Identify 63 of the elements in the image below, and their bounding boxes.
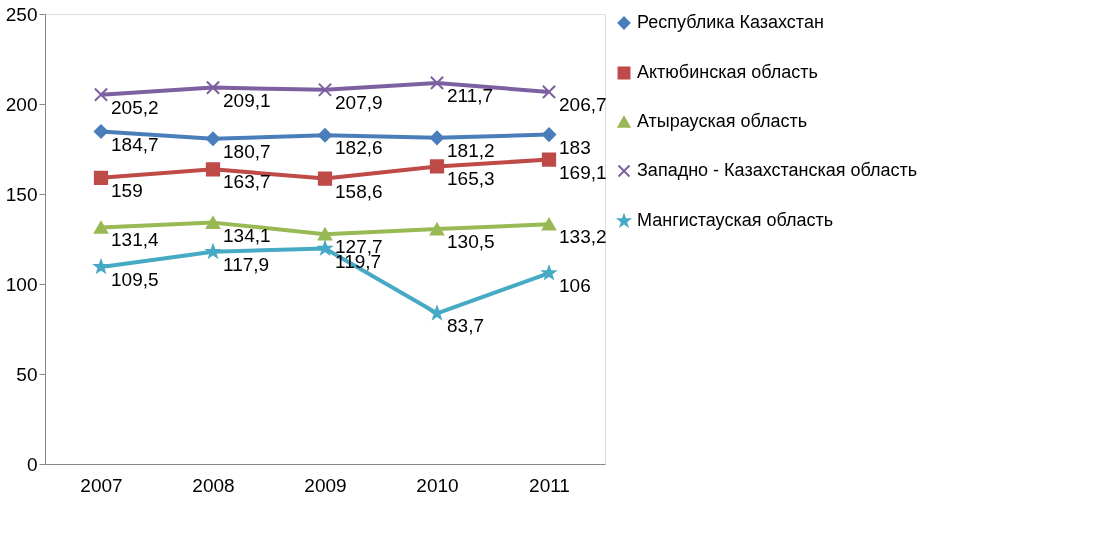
legend-label: Мангистауская область xyxy=(637,210,834,230)
legend-label: Западно - Казахстанская область xyxy=(637,160,918,180)
point xyxy=(429,75,445,91)
x-tick-label: 2008 xyxy=(192,474,235,496)
point xyxy=(541,127,557,142)
y-tick-label: 250 xyxy=(5,3,38,25)
point xyxy=(541,84,557,100)
data-label: 211,7 xyxy=(447,84,494,106)
x-tick-label: 2011 xyxy=(529,474,570,496)
legend-label: Атырауская область xyxy=(637,111,808,131)
y-tick-label: 0 xyxy=(26,453,38,475)
data-label: 117,9 xyxy=(223,253,270,275)
data-label: 182,6 xyxy=(335,137,383,159)
point xyxy=(317,82,333,97)
point xyxy=(93,87,109,102)
data-label: 131,4 xyxy=(111,229,159,251)
point xyxy=(430,306,444,320)
data-label: 158,6 xyxy=(335,180,383,202)
point xyxy=(205,216,221,229)
y-tick-label: 150 xyxy=(5,183,38,205)
data-label: 133,2 xyxy=(559,226,607,248)
point xyxy=(542,266,556,280)
data-label: 106 xyxy=(559,275,591,297)
data-label: 180,7 xyxy=(223,140,271,162)
point xyxy=(317,171,333,186)
point xyxy=(205,162,221,177)
point xyxy=(429,222,445,236)
point xyxy=(93,170,109,185)
legend-label: Республика Казахстан xyxy=(637,12,824,32)
point xyxy=(429,130,445,145)
data-label: 130,5 xyxy=(447,231,495,253)
point xyxy=(94,259,108,273)
data-label: 205,2 xyxy=(111,96,159,118)
point xyxy=(541,217,557,231)
point xyxy=(93,221,109,234)
data-label: 169,1 xyxy=(559,161,607,183)
data-label: 183 xyxy=(559,136,591,158)
legend-label: Актюбинская область xyxy=(637,62,818,82)
data-label: 159 xyxy=(111,179,143,201)
data-label: 206,7 xyxy=(559,93,607,115)
x-tick-label: 2009 xyxy=(304,474,347,496)
point xyxy=(429,159,445,174)
data-label: 209,1 xyxy=(223,89,271,111)
point xyxy=(93,124,109,139)
x-tick-label: 2010 xyxy=(416,474,459,496)
data-label: 165,3 xyxy=(447,168,495,190)
y-tick-label: 50 xyxy=(16,363,38,385)
data-label: 134,1 xyxy=(223,224,271,246)
data-label: 83,7 xyxy=(447,315,484,337)
data-label: 163,7 xyxy=(223,171,271,193)
point xyxy=(317,227,333,241)
data-label: 207,9 xyxy=(335,91,383,113)
point xyxy=(205,80,221,95)
data-label: 181,2 xyxy=(447,139,495,161)
point xyxy=(318,241,332,255)
data-label: 184,7 xyxy=(111,133,159,155)
data-label: 109,5 xyxy=(111,268,159,290)
point xyxy=(317,128,333,143)
point xyxy=(205,131,221,146)
x-tick-label: 2007 xyxy=(80,474,123,496)
point xyxy=(541,152,557,167)
y-tick-label: 100 xyxy=(5,273,38,295)
y-tick-label: 200 xyxy=(5,93,38,115)
